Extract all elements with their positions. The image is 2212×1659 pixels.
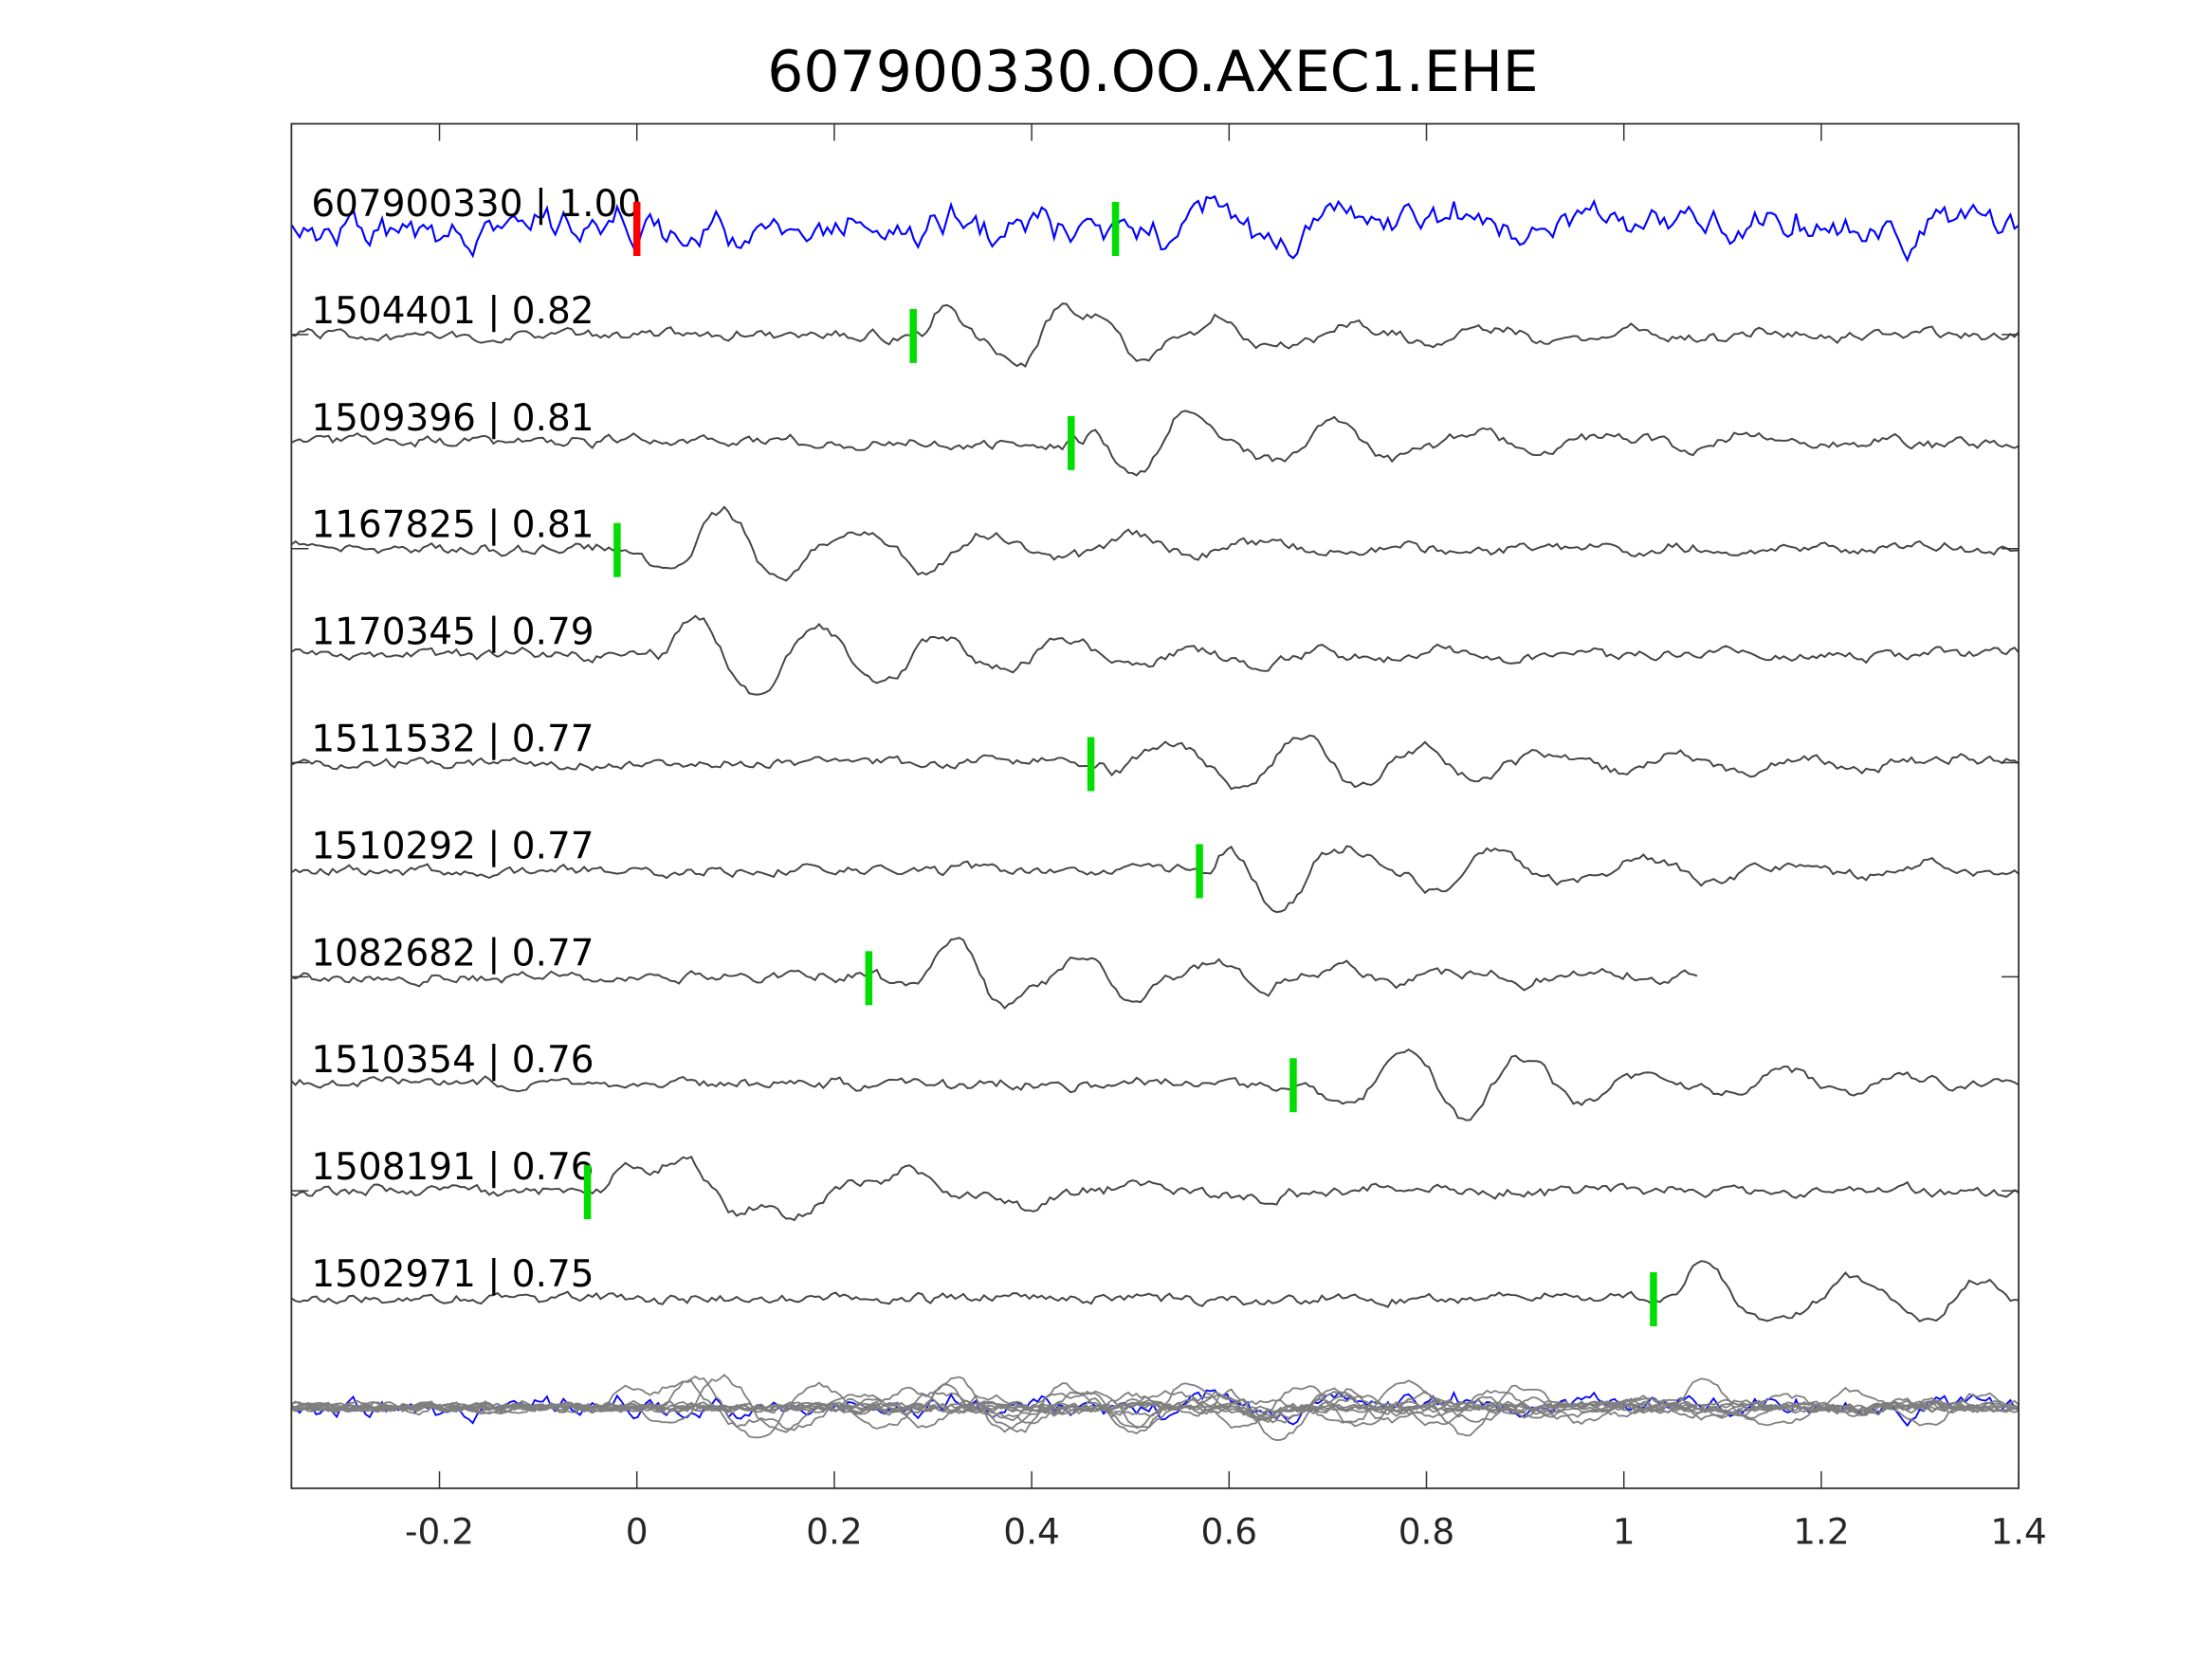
trace-label: 1510292 | 0.77 <box>311 825 594 867</box>
x-tick-label: 0.4 <box>1003 1510 1060 1552</box>
trace-label: 1510354 | 0.76 <box>311 1039 594 1082</box>
pick-marker <box>583 1165 592 1220</box>
trace-label: 607900330 | 1.00 <box>311 183 641 226</box>
trace-1502971 <box>290 1260 2020 1322</box>
pick-marker <box>865 951 873 1006</box>
trace-label: 1509396 | 0.81 <box>311 397 594 440</box>
trace-1510292 <box>290 845 2020 914</box>
trace-1508191 <box>290 1155 2020 1222</box>
stack-trace-1502971 <box>290 1377 2020 1427</box>
pick-marker <box>1289 1058 1297 1113</box>
x-tick-label: 1 <box>1613 1510 1636 1552</box>
x-tick-label: 0 <box>626 1510 649 1552</box>
trace-607900330 <box>290 194 2020 264</box>
trace-labels: 607900330 | 1.00 1504401 | 0.82 1509396 | … <box>311 183 641 1296</box>
trace-label: 1082682 | 0.77 <box>311 932 594 975</box>
traces-group <box>290 194 2020 1442</box>
x-axis: -0.2 0 0.2 0.4 0.6 0.8 1 1.2 1.4 <box>405 123 2047 1552</box>
trace-label: 1170345 | 0.79 <box>311 611 594 654</box>
trace-1511532 <box>290 734 2020 791</box>
trace-label: 1502971 | 0.75 <box>311 1253 594 1296</box>
trace-label: 1504401 | 0.82 <box>311 290 594 333</box>
pick-marker-reference <box>632 202 641 257</box>
pick-marker <box>1111 202 1120 257</box>
pick-marker <box>613 522 621 577</box>
trace-1170345 <box>290 614 2020 696</box>
trace-1504401 <box>291 302 2020 368</box>
trace-1167825 <box>290 505 2020 582</box>
trace-label: 1167825 | 0.81 <box>311 504 594 547</box>
x-tick-label: 0.2 <box>806 1510 863 1552</box>
pick-marker <box>1650 1272 1657 1327</box>
x-tick-label: 1.2 <box>1793 1510 1850 1552</box>
trace-1509396 <box>290 410 2020 477</box>
x-tick-label: 1.4 <box>1990 1510 2047 1552</box>
pick-markers <box>583 202 1657 1327</box>
trace-label: 1508191 | 0.76 <box>311 1146 594 1189</box>
chart-title: 607900330.OO.AXEC1.EHE <box>767 39 1538 105</box>
x-tick-label: 0.6 <box>1201 1510 1258 1552</box>
trace-label: 1511532 | 0.77 <box>311 719 594 761</box>
pick-marker <box>1196 844 1203 899</box>
trace-1082682 <box>291 937 1698 1010</box>
trace-1510354 <box>290 1048 2020 1121</box>
x-tick-label: -0.2 <box>405 1510 474 1552</box>
pick-marker <box>909 308 917 363</box>
plot-frame <box>290 122 2020 1489</box>
stack-trace-607900330 <box>290 1389 2020 1428</box>
x-tick-label: 0.8 <box>1398 1510 1455 1552</box>
pick-marker <box>1067 415 1075 470</box>
pick-marker <box>1087 737 1095 792</box>
